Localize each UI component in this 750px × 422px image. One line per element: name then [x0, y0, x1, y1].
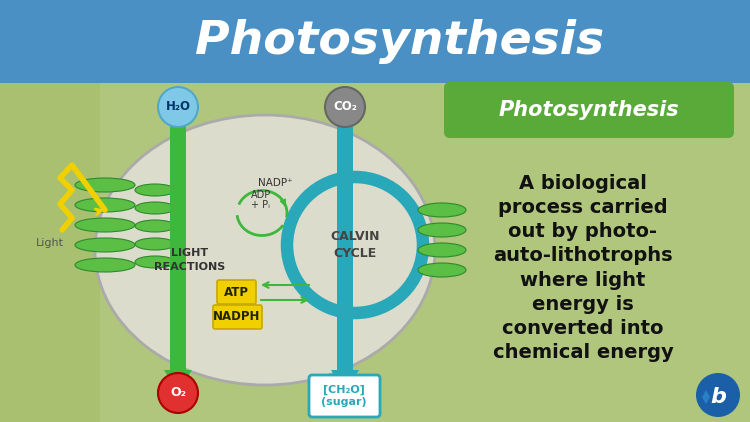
Ellipse shape [418, 263, 466, 277]
FancyBboxPatch shape [213, 305, 262, 329]
Text: ADP
+ Pᵢ: ADP + Pᵢ [251, 189, 272, 211]
Ellipse shape [135, 202, 175, 214]
Bar [170, 125, 186, 370]
Circle shape [696, 373, 740, 417]
Text: Photosynthesis: Photosynthesis [499, 100, 680, 120]
FancyBboxPatch shape [0, 0, 750, 83]
Ellipse shape [75, 258, 135, 272]
Text: LIGHT
REACTIONS: LIGHT REACTIONS [154, 249, 226, 272]
Ellipse shape [418, 203, 466, 217]
Text: ATP: ATP [224, 286, 248, 298]
Bar [337, 125, 353, 370]
FancyBboxPatch shape [444, 82, 734, 138]
Ellipse shape [418, 243, 466, 257]
Text: Light: Light [36, 238, 64, 248]
FancyBboxPatch shape [309, 375, 380, 417]
Ellipse shape [135, 238, 175, 250]
Circle shape [158, 87, 198, 127]
Text: b: b [710, 387, 726, 407]
Ellipse shape [75, 198, 135, 212]
Text: [CH₂O]
(sugar): [CH₂O] (sugar) [321, 385, 367, 407]
Ellipse shape [135, 220, 175, 232]
Text: NADP⁺: NADP⁺ [258, 178, 292, 188]
Ellipse shape [135, 184, 175, 196]
Ellipse shape [95, 115, 435, 385]
Circle shape [325, 87, 365, 127]
Circle shape [158, 373, 198, 413]
FancyBboxPatch shape [217, 280, 256, 304]
Text: CALVIN
CYCLE: CALVIN CYCLE [330, 230, 380, 260]
Text: A biological
process carried
out by photo-
auto-lithotrophs
where light
energy i: A biological process carried out by phot… [493, 173, 674, 362]
Bar [0, 0, 750, 78]
Text: CO₂: CO₂ [333, 100, 357, 114]
Text: NADPH: NADPH [213, 311, 261, 324]
Polygon shape [331, 370, 359, 392]
Polygon shape [164, 370, 192, 392]
Ellipse shape [75, 178, 135, 192]
Text: H₂O: H₂O [166, 100, 190, 113]
Text: O₂: O₂ [170, 387, 186, 400]
Bar [100, 75, 750, 422]
Ellipse shape [135, 256, 175, 268]
Polygon shape [702, 390, 710, 404]
Ellipse shape [418, 223, 466, 237]
Ellipse shape [75, 238, 135, 252]
Ellipse shape [75, 218, 135, 232]
Text: Photosynthesis: Photosynthesis [196, 19, 604, 65]
